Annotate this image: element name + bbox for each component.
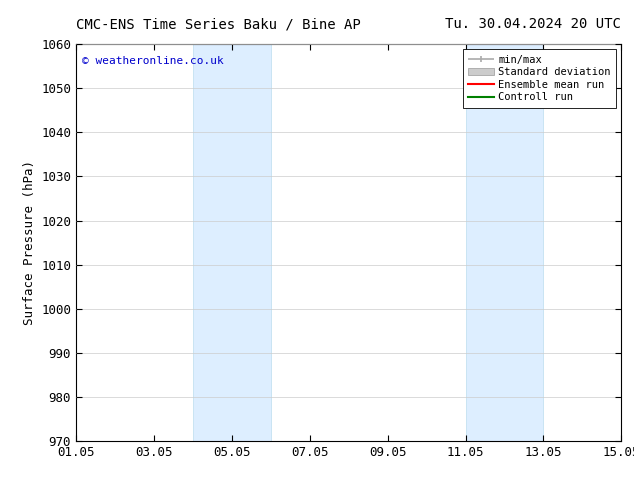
Legend: min/max, Standard deviation, Ensemble mean run, Controll run: min/max, Standard deviation, Ensemble me… <box>463 49 616 107</box>
Text: Tu. 30.04.2024 20 UTC: Tu. 30.04.2024 20 UTC <box>446 18 621 31</box>
Text: © weatheronline.co.uk: © weatheronline.co.uk <box>82 56 223 66</box>
Y-axis label: Surface Pressure (hPa): Surface Pressure (hPa) <box>23 160 36 325</box>
Text: CMC-ENS Time Series Baku / Bine AP: CMC-ENS Time Series Baku / Bine AP <box>76 18 361 31</box>
Bar <box>465 44 543 441</box>
Bar <box>193 44 271 441</box>
